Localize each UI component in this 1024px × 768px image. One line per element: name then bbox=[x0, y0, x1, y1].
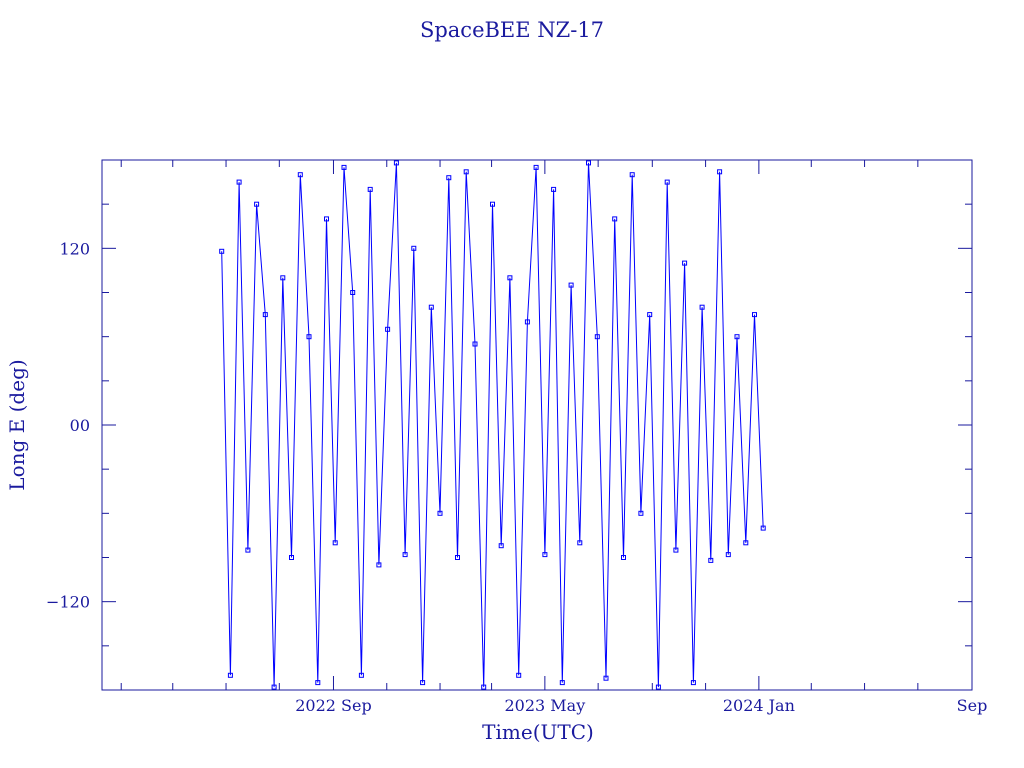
data-point bbox=[341, 164, 347, 170]
data-point bbox=[708, 557, 714, 563]
plot-frame bbox=[101, 159, 973, 691]
data-point bbox=[236, 179, 242, 185]
data-point bbox=[446, 175, 452, 181]
data-point bbox=[717, 169, 723, 175]
data-point bbox=[603, 675, 609, 681]
x-tick-label: 2023 May bbox=[504, 696, 585, 715]
data-point bbox=[262, 312, 268, 318]
x-tick-label: 2024 Jan bbox=[723, 696, 795, 715]
data-point bbox=[271, 684, 277, 690]
data-point bbox=[350, 290, 356, 295]
data-point bbox=[664, 179, 670, 185]
data-point bbox=[629, 172, 635, 178]
data-point bbox=[332, 540, 338, 546]
data-point bbox=[254, 201, 260, 207]
plot-area bbox=[219, 160, 766, 690]
tick-labels: 120 00 −120 2022 Sep 2023 May 2024 Jan Sep bbox=[46, 239, 987, 715]
data-point bbox=[219, 248, 225, 254]
data-point bbox=[481, 684, 487, 690]
data-point bbox=[551, 186, 557, 192]
data-point bbox=[289, 555, 294, 560]
data-point bbox=[280, 275, 286, 281]
data-point bbox=[315, 680, 321, 686]
data-point bbox=[297, 172, 303, 178]
data-point bbox=[516, 672, 522, 678]
y-tick-label: −120 bbox=[46, 593, 90, 612]
data-point bbox=[455, 555, 460, 560]
data-point bbox=[752, 312, 757, 318]
data-point bbox=[324, 216, 329, 222]
data-point bbox=[621, 555, 626, 560]
data-point bbox=[420, 680, 426, 686]
data-point bbox=[612, 216, 618, 222]
y-axis-label: Long E (deg) bbox=[5, 359, 29, 490]
data-point bbox=[306, 334, 312, 340]
data-point bbox=[463, 169, 469, 175]
data-point bbox=[682, 260, 688, 266]
data-point bbox=[586, 160, 591, 166]
chart-title: SpaceBEE NZ-17 bbox=[420, 18, 604, 42]
data-point bbox=[760, 525, 766, 531]
data-point bbox=[367, 186, 373, 192]
data-point bbox=[559, 680, 565, 686]
x-axis-label: Time(UTC) bbox=[482, 720, 594, 744]
data-point bbox=[402, 552, 408, 558]
data-point bbox=[734, 334, 740, 340]
data-point bbox=[690, 680, 696, 686]
data-point bbox=[358, 672, 364, 678]
data-point bbox=[498, 543, 504, 549]
data-point bbox=[638, 510, 644, 516]
data-point bbox=[524, 319, 530, 325]
series-group bbox=[219, 160, 766, 690]
data-point bbox=[490, 201, 495, 207]
data-point bbox=[411, 245, 417, 251]
y-tick-label: 120 bbox=[59, 239, 90, 258]
data-point bbox=[428, 304, 434, 310]
data-point bbox=[655, 684, 661, 690]
data-point bbox=[376, 562, 382, 568]
data-point bbox=[577, 540, 583, 546]
data-point bbox=[594, 334, 600, 340]
data-point bbox=[542, 552, 548, 558]
y-tick-label: 00 bbox=[70, 416, 90, 435]
data-point bbox=[245, 547, 251, 553]
data-point bbox=[725, 552, 731, 558]
data-point bbox=[385, 326, 391, 332]
x-tick-label: 2022 Sep bbox=[295, 696, 371, 715]
data-point bbox=[437, 510, 443, 516]
data-point bbox=[227, 672, 233, 678]
data-point bbox=[472, 341, 478, 347]
data-point bbox=[568, 282, 574, 288]
axis-ticks bbox=[102, 160, 973, 690]
data-point bbox=[507, 275, 513, 281]
x-tick-label: Sep bbox=[957, 696, 988, 715]
data-point bbox=[533, 164, 539, 170]
data-point bbox=[743, 540, 749, 546]
data-point bbox=[699, 304, 705, 310]
series-line bbox=[221, 162, 764, 688]
data-point bbox=[647, 312, 653, 318]
data-point bbox=[673, 547, 679, 553]
data-point bbox=[393, 160, 399, 166]
